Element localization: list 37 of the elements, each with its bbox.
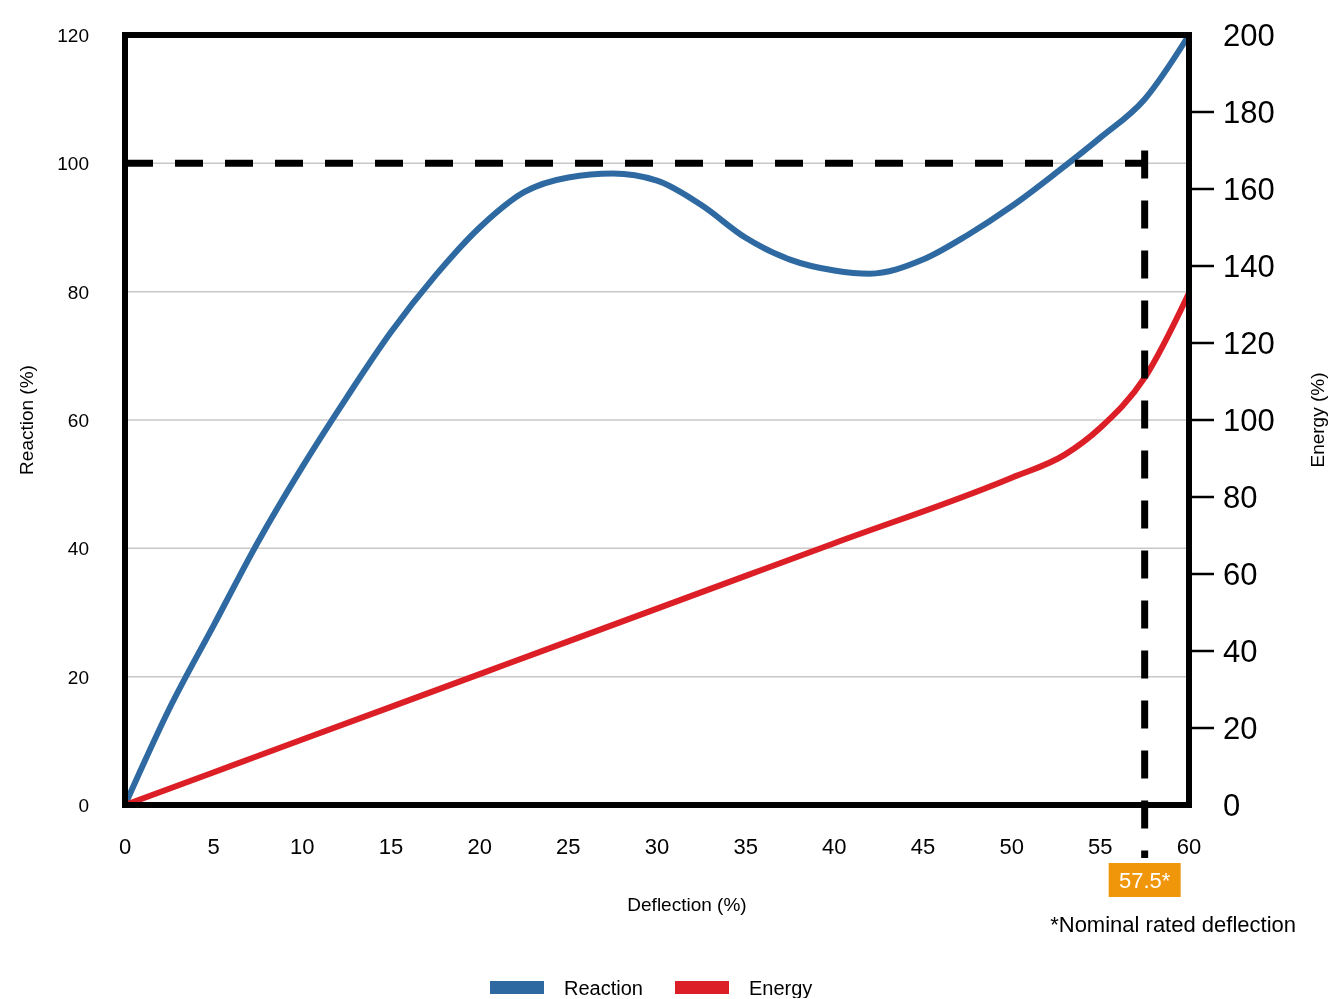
y2-tick-label: 0 (1223, 788, 1241, 823)
x-tick-label: 15 (378, 834, 404, 859)
x-tick-label: 30 (644, 834, 670, 859)
x-tick-label: 25 (556, 834, 581, 859)
y2-tick-label: 20 (1223, 711, 1258, 746)
y2-tick-label: 120 (1223, 326, 1275, 361)
x-tick-label: 0 (118, 834, 132, 859)
y-tick-label: 80 (67, 281, 89, 303)
text: *Nominal rated deflection (1050, 912, 1296, 937)
x-tick-label: 50 (999, 834, 1024, 859)
y2-tick-label: 180 (1223, 95, 1275, 130)
y2-tick-label: 80 (1223, 480, 1258, 515)
x-tick-label: 10 (290, 834, 315, 859)
x-axis-title: Deflection (%) (627, 894, 747, 915)
y2-tick-label: 60 (1223, 557, 1258, 592)
y2-axis-title: Energy (%) (1307, 372, 1328, 468)
x-tick-label: 45 (910, 834, 936, 859)
y-tick-label: 120 (57, 25, 89, 46)
y-tick-label: 100 (57, 153, 89, 175)
y2-tick-label: 200 (1223, 18, 1275, 53)
y-tick-label: 0 (78, 795, 89, 816)
x-tick-label: 60 (1176, 834, 1202, 859)
x-tick-label: 35 (733, 834, 758, 859)
y2-tick-label: 100 (1223, 403, 1275, 438)
y-tick-label: 60 (67, 410, 89, 431)
x-tick-label: 5 (207, 834, 220, 859)
legend-label: Reaction (564, 977, 643, 999)
x-tick-label: 40 (822, 834, 847, 859)
x-tick-label: 55 (1088, 834, 1113, 859)
y-tick-label: 40 (67, 538, 89, 560)
y2-tick-label: 160 (1223, 172, 1275, 207)
y2-tick-label: 140 (1223, 249, 1275, 284)
y-axis-title: Reaction (%) (16, 365, 37, 475)
x-tick-label: 20 (467, 834, 492, 859)
y-tick-label: 20 (67, 666, 89, 688)
ref-line-label: 57.5* (1118, 868, 1171, 893)
y2-tick-label: 40 (1223, 634, 1258, 669)
